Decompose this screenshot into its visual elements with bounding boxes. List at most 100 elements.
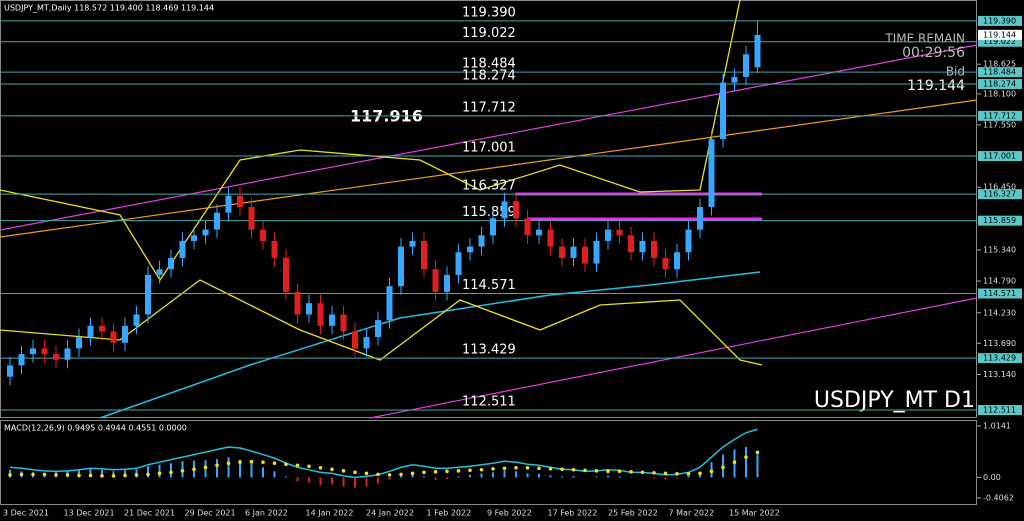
signal-dot [54, 473, 58, 477]
signal-dot [318, 465, 323, 470]
candle-body [398, 246, 404, 287]
price-box-label: 116.327 [983, 190, 1016, 199]
price-tick-label: 118.625 [983, 60, 1016, 69]
candle-body [30, 348, 36, 355]
candle-body [662, 257, 669, 270]
signal-dot [169, 470, 173, 475]
signal-dot [111, 474, 116, 478]
signal-dot [399, 472, 403, 477]
date-label: 17 Feb 2022 [548, 509, 598, 518]
candle-body [145, 274, 151, 315]
level-label: 119.390 [462, 5, 516, 20]
signal-dot [594, 469, 599, 473]
candle-body [99, 325, 105, 332]
signal-dot [629, 470, 633, 474]
upper-channel [0, 44, 978, 231]
candle-body [536, 229, 542, 236]
candle-body [7, 365, 13, 377]
signal-dot [663, 471, 668, 476]
date-label: 29 Dec 2021 [185, 509, 236, 518]
signal-dot [732, 460, 737, 464]
candle-body [444, 274, 450, 292]
candle-body [697, 207, 703, 230]
signal-dot [353, 470, 357, 475]
orange-trendline [0, 99, 978, 238]
price-tick-label: 117.550 [983, 121, 1016, 130]
date-label: 13 Dec 2021 [64, 509, 115, 518]
candle-body [317, 303, 324, 326]
candle-body [524, 218, 531, 236]
candle-body [743, 54, 749, 77]
price-box-label: 112.511 [983, 406, 1016, 415]
price-box [978, 405, 1022, 416]
date-label: 15 Mar 2022 [729, 509, 780, 518]
signal-dot [445, 469, 449, 474]
candle-body [18, 354, 25, 366]
signal-dot [376, 472, 380, 477]
macd-line [9, 428, 758, 479]
signal-dot [514, 465, 518, 470]
signal-dot [203, 465, 208, 470]
date-label: 6 Jan 2022 [245, 509, 288, 518]
candle-body [559, 246, 565, 258]
signal-dot [134, 473, 139, 477]
price-tick-label: 115.340 [983, 246, 1016, 255]
signal-dot [330, 467, 334, 472]
signal-dot [744, 455, 748, 459]
candle-body [651, 240, 657, 258]
signal-dot [307, 464, 311, 469]
price-box [978, 189, 1022, 200]
price-box [978, 353, 1022, 364]
watermark: USDJPY_MT D1 [814, 388, 975, 413]
date-label: 7 Mar 2022 [669, 509, 715, 518]
signal-dot [295, 463, 300, 468]
signal-dot [226, 461, 231, 466]
signal-dot [387, 473, 392, 477]
candle-body [110, 331, 117, 343]
candle-body [467, 246, 473, 253]
signal-dot [31, 472, 35, 477]
signal-dot [8, 473, 12, 477]
candle-body [478, 235, 485, 247]
signal-dot [652, 471, 656, 475]
level-label: 114.571 [462, 278, 516, 293]
candle-body [329, 314, 335, 326]
signal-dot [19, 472, 24, 477]
price-box [978, 110, 1022, 121]
bid-label: Bid [946, 65, 965, 79]
candle-body [294, 291, 301, 315]
candle-body [582, 246, 588, 264]
signal-dot [77, 473, 81, 478]
price-box-label: 119.390 [983, 16, 1016, 25]
candle-body [122, 325, 128, 343]
bid-price: 119.144 [907, 78, 965, 94]
candle-body [674, 252, 680, 270]
date-label: 24 Jan 2022 [366, 509, 414, 518]
price-tick-label: 114.230 [983, 308, 1016, 317]
signal-dot [433, 470, 438, 474]
signal-dot [502, 466, 507, 471]
candle-body [386, 286, 393, 321]
price-box [978, 151, 1022, 162]
price-box-label: 115.859 [983, 216, 1016, 225]
level-label: 119.022 [462, 26, 516, 41]
candle-body [306, 303, 312, 315]
candle-body [708, 139, 715, 208]
candle-body [260, 229, 266, 241]
candle-body [156, 269, 163, 275]
candle-body [225, 195, 232, 213]
signal-dot [249, 459, 254, 464]
signal-dot [65, 473, 70, 477]
candle-body [639, 240, 646, 253]
candle-body [248, 207, 255, 230]
candle-body [191, 235, 197, 241]
candle-body [202, 229, 209, 236]
date-label: 3 Dec 2021 [3, 509, 49, 518]
signal-dot [410, 471, 415, 476]
signal-dot [456, 469, 461, 473]
macd-tick-label: 1.0141 [983, 421, 1011, 430]
candle-body [375, 320, 381, 338]
signal-dot [698, 471, 702, 476]
level-label: 117.712 [462, 100, 516, 115]
